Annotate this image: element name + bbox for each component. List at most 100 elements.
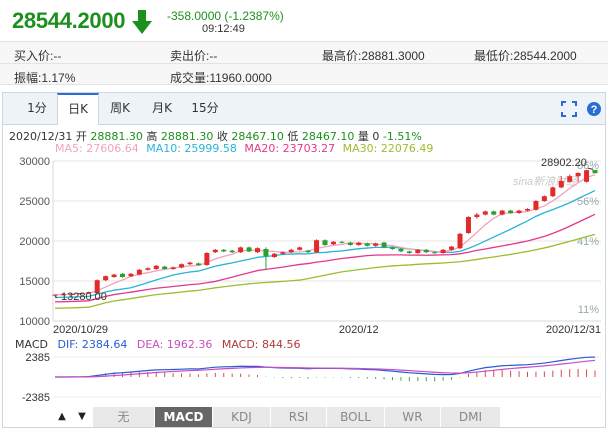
candle-body xyxy=(347,242,353,245)
nav-up-button[interactable]: ▲ xyxy=(58,411,66,422)
min-marker: 13280.00 xyxy=(61,291,107,303)
quote-header: 28544.2000 -358.0000 (-1.2387%) 09:12:49 xyxy=(0,0,608,38)
bid-price: 买入价:-- xyxy=(14,49,62,63)
candle-body xyxy=(533,201,539,210)
ma10-line xyxy=(54,189,596,299)
indicator-rsi[interactable]: RSI xyxy=(271,407,327,427)
candle-body xyxy=(60,294,66,296)
candle-body xyxy=(474,214,480,217)
candle-body xyxy=(499,210,505,215)
macd-y-bottom: -2385 xyxy=(22,392,50,403)
candle-body xyxy=(373,243,379,246)
candle-body xyxy=(162,266,168,269)
candle-body xyxy=(170,267,176,269)
candle-body xyxy=(103,276,109,281)
ask-price: 卖出价:-- xyxy=(170,49,218,63)
candle-body xyxy=(364,243,370,246)
pct-tick-label: 56% xyxy=(577,196,599,208)
max-marker: 28902.20 xyxy=(541,157,587,169)
candle-body xyxy=(575,173,581,177)
min-marker-pointer xyxy=(54,295,58,299)
candle-body xyxy=(229,250,235,253)
quote-time: 09:12:49 xyxy=(202,23,245,35)
candle-body xyxy=(246,247,252,252)
ma30-line xyxy=(54,233,596,309)
dea-label: DEA: 1962.36 xyxy=(136,338,213,351)
chart-panel: 1分 日K 周K 月K 15分 ? 2020/12/31 开 28881.30 … xyxy=(2,92,606,428)
candle-body xyxy=(314,240,320,253)
ohlc-readout: 2020/12/31 开 28881.30 高 28881.30 收 28467… xyxy=(9,130,422,143)
candle-body xyxy=(508,210,514,213)
candle-body xyxy=(465,217,471,233)
macd-value-label: MACD: 844.56 xyxy=(221,338,301,351)
candle-body xyxy=(221,249,227,252)
candle-body xyxy=(584,170,590,182)
candle-body xyxy=(305,250,311,253)
candle-body xyxy=(592,169,598,174)
nav-down-button[interactable]: ▼ xyxy=(78,411,86,422)
y-tick-label: 10000 xyxy=(19,316,50,328)
high-price: 最高价:28881.3000 xyxy=(322,49,425,63)
tab-monthly-k[interactable]: 月K xyxy=(152,101,172,115)
stats-row-2: 振幅:1.17% 成交量:11960.0000 xyxy=(0,63,608,85)
candle-body xyxy=(525,209,530,211)
pct-tick-label: 11% xyxy=(578,304,599,316)
candle-body xyxy=(390,247,395,249)
y-tick-label: 20000 xyxy=(19,236,50,248)
help-icon[interactable]: ? xyxy=(586,101,602,117)
indicator-tabs: 无 MACD KDJ RSI BOLL WR DMI xyxy=(53,407,505,427)
tab-weekly-k[interactable]: 周K xyxy=(110,101,130,115)
macd-chart[interactable]: 2385 -2385 xyxy=(3,353,605,403)
down-arrow-icon xyxy=(132,10,152,34)
indicator-wr[interactable]: WR xyxy=(385,407,441,427)
indicator-kdj[interactable]: KDJ xyxy=(213,407,271,427)
candle-body xyxy=(423,249,429,253)
x-tick-label: 2020/10/29 xyxy=(53,324,108,335)
candle-body xyxy=(136,269,142,275)
candle-body xyxy=(263,249,269,257)
candle-body xyxy=(271,253,277,257)
dea-line xyxy=(54,359,596,378)
low-price: 最低价:28544.2000 xyxy=(474,49,577,63)
candle-body xyxy=(280,252,286,254)
candle-body xyxy=(406,251,412,253)
candle-body xyxy=(77,293,83,295)
ma5-line xyxy=(54,174,596,296)
candle-body xyxy=(567,176,573,182)
ma20-label: MA20: 23703.27 xyxy=(244,142,336,155)
candle-body xyxy=(356,242,362,245)
candle-body xyxy=(179,264,185,268)
candle-body xyxy=(111,274,117,277)
candle-body xyxy=(94,280,100,293)
y-tick-label: 30000 xyxy=(19,156,50,168)
indicator-boll[interactable]: BOLL xyxy=(327,407,385,427)
candle-body xyxy=(128,273,134,277)
indicator-macd[interactable]: MACD xyxy=(155,407,213,427)
candle-body xyxy=(238,247,244,253)
candle-body xyxy=(482,211,488,215)
fullscreen-icon[interactable] xyxy=(561,101,577,117)
price-change: -358.0000 (-1.2387%) xyxy=(167,9,284,23)
tab-15min[interactable]: 15分 xyxy=(191,101,219,115)
macd-legend: MACD DIF: 2384.64 DEA: 1962.36 MACD: 844… xyxy=(15,338,301,351)
stats-row-1: 买入价:-- 卖出价:-- 最高价:28881.3000 最低价:28544.2… xyxy=(0,41,608,63)
indicator-none[interactable]: 无 xyxy=(93,407,155,427)
indicator-dmi[interactable]: DMI xyxy=(441,407,501,427)
y-tick-label: 15000 xyxy=(19,276,50,288)
candle-body xyxy=(339,241,345,243)
x-tick-label: 2020/12 xyxy=(339,324,379,335)
tab-daily-k[interactable]: 日K xyxy=(57,93,99,125)
tab-1min[interactable]: 1分 xyxy=(27,101,47,115)
max-marker-pointer xyxy=(587,167,594,170)
macd-y-top: 2385 xyxy=(26,353,50,364)
volume: 成交量:11960.0000 xyxy=(170,71,272,85)
ma5-label: MA5: 27606.64 xyxy=(55,142,139,155)
candle-body xyxy=(415,249,421,253)
candle-body xyxy=(255,248,260,253)
candle-body xyxy=(288,249,294,253)
candle-body xyxy=(381,242,387,248)
candle-body xyxy=(212,249,218,253)
candle-body xyxy=(187,262,193,265)
candle-body xyxy=(204,253,210,265)
